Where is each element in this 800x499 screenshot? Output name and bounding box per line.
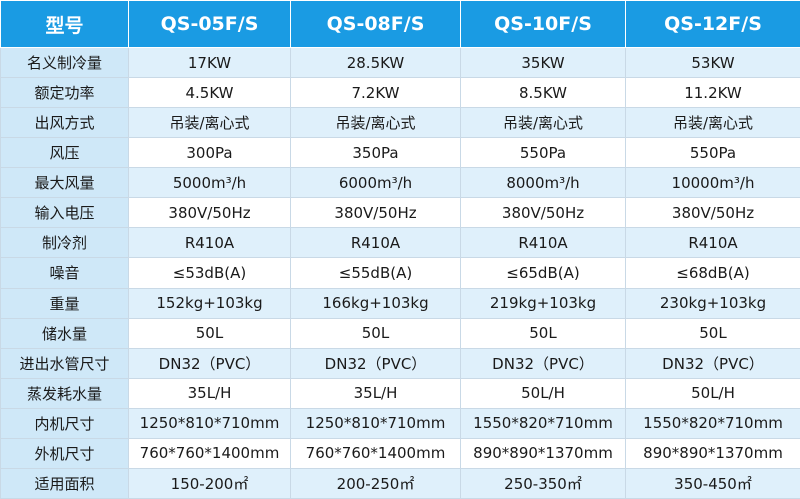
table-cell: DN32（PVC） [625,347,800,379]
table-cell: 1250*810*710mm [128,407,291,439]
table-row: 名义制冷量 17KW 28.5KW 35KW 53KW [0,46,800,79]
table-cell: 50L [128,317,291,349]
table-cell: 50L/H [460,377,626,409]
header-cell: QS-12F/S [625,0,800,48]
row-label: 内机尺寸 [0,407,129,439]
table-cell: 250-350㎡ [460,467,626,499]
table-cell: 5000m³/h [128,167,291,199]
table-row: 重量 152kg+103kg 166kg+103kg 219kg+103kg 230kg… [0,287,800,319]
table-cell: 10000m³/h [625,167,800,199]
table-cell: 380V/50Hz [128,197,291,229]
table-row: 制冷剂 R410A R410A R410A R410A [0,227,800,259]
table-cell: 8000m³/h [460,167,626,199]
row-label: 风压 [0,137,129,169]
table-row: 外机尺寸 760*760*1400mm 760*760*1400mm 890*890*… [0,437,800,469]
table-cell: 760*760*1400mm [290,437,461,469]
table-cell: 1550*820*710mm [460,407,626,439]
row-label: 额定功率 [0,77,129,109]
table-cell: 300Pa [128,137,291,169]
row-label: 最大风量 [0,167,129,199]
table-cell: 53KW [625,46,800,79]
table-cell: DN32（PVC） [128,347,291,379]
row-label: 进出水管尺寸 [0,347,129,379]
header-cell: QS-10F/S [460,0,626,48]
table-cell: 28.5KW [290,46,461,79]
table-cell: 6000m³/h [290,167,461,199]
table-cell: 17KW [128,46,291,79]
table-cell: DN32（PVC） [460,347,626,379]
table-row: 额定功率 4.5KW 7.2KW 8.5KW 11.2KW [0,77,800,109]
table-cell: 4.5KW [128,77,291,109]
table-cell: 1550*820*710mm [625,407,800,439]
table-cell: DN32（PVC） [290,347,461,379]
row-label: 输入电压 [0,197,129,229]
table-cell: 50L [625,317,800,349]
table-cell: 890*890*1370mm [625,437,800,469]
table-row: 最大风量 5000m³/h 6000m³/h 8000m³/h 10000m³/h [0,167,800,199]
table-cell: 760*760*1400mm [128,437,291,469]
row-label: 制冷剂 [0,227,129,259]
table-cell: 200-250㎡ [290,467,461,499]
table-row: 蒸发耗水量 35L/H 35L/H 50L/H 50L/H [0,377,800,409]
table-cell: R410A [290,227,461,259]
table-cell: 219kg+103kg [460,287,626,319]
header-row: 型号 QS-05F/S QS-08F/S QS-10F/S QS-12F/S [0,0,800,48]
table-cell: 1250*810*710mm [290,407,461,439]
table-cell: 890*890*1370mm [460,437,626,469]
table-row: 输入电压 380V/50Hz 380V/50Hz 380V/50Hz 380V/50Hz [0,197,800,229]
table-row: 储水量 50L 50L 50L 50L [0,317,800,349]
table-cell: 吊装/离心式 [290,107,461,139]
table-cell: 35L/H [128,377,291,409]
table-cell: 150-200㎡ [128,467,291,499]
table-cell: 35KW [460,46,626,79]
table-cell: 166kg+103kg [290,287,461,319]
table-cell: 550Pa [625,137,800,169]
row-label: 重量 [0,287,129,319]
table-cell: 7.2KW [290,77,461,109]
table-cell: ≤68dB(A) [625,257,800,289]
row-label: 噪音 [0,257,129,289]
table-body: 名义制冷量 17KW 28.5KW 35KW 53KW 额定功率 4.5KW 7.2KW 8.5… [0,46,800,499]
row-label: 储水量 [0,317,129,349]
table-cell: 380V/50Hz [460,197,626,229]
row-label: 名义制冷量 [0,46,129,79]
table-cell: 350Pa [290,137,461,169]
table-cell: 380V/50Hz [625,197,800,229]
table-cell: 吊装/离心式 [460,107,626,139]
table-row: 风压 300Pa 350Pa 550Pa 550Pa [0,137,800,169]
table-row: 进出水管尺寸 DN32（PVC） DN32（PVC） DN32（PVC） DN32（PV… [0,347,800,379]
table-cell: R410A [460,227,626,259]
header-cell: QS-05F/S [128,0,291,48]
row-label: 出风方式 [0,107,129,139]
table-cell: 50L [460,317,626,349]
header-cell: QS-08F/S [290,0,461,48]
table-cell: 380V/50Hz [290,197,461,229]
table-cell: 350-450㎡ [625,467,800,499]
table-row: 出风方式 吊装/离心式 吊装/离心式 吊装/离心式 吊装/离心式 [0,107,800,139]
table-cell: 吊装/离心式 [128,107,291,139]
table-cell: ≤53dB(A) [128,257,291,289]
table-cell: 550Pa [460,137,626,169]
table-cell: R410A [625,227,800,259]
table-cell: 吊装/离心式 [625,107,800,139]
table-cell: 230kg+103kg [625,287,800,319]
header-cell: 型号 [0,0,129,48]
table-row: 噪音 ≤53dB(A) ≤55dB(A) ≤65dB(A) ≤68dB(A) [0,257,800,289]
row-label: 适用面积 [0,467,129,499]
table-row: 适用面积 150-200㎡ 200-250㎡ 250-350㎡ 350-450㎡ [0,467,800,499]
table-cell: 35L/H [290,377,461,409]
table-cell: R410A [128,227,291,259]
table-cell: ≤65dB(A) [460,257,626,289]
table-cell: 152kg+103kg [128,287,291,319]
table-cell: ≤55dB(A) [290,257,461,289]
table-cell: 50L/H [625,377,800,409]
table-row: 内机尺寸 1250*810*710mm 1250*810*710mm 1550*820… [0,407,800,439]
row-label: 外机尺寸 [0,437,129,469]
table-cell: 11.2KW [625,77,800,109]
table-cell: 8.5KW [460,77,626,109]
table-cell: 50L [290,317,461,349]
row-label: 蒸发耗水量 [0,377,129,409]
